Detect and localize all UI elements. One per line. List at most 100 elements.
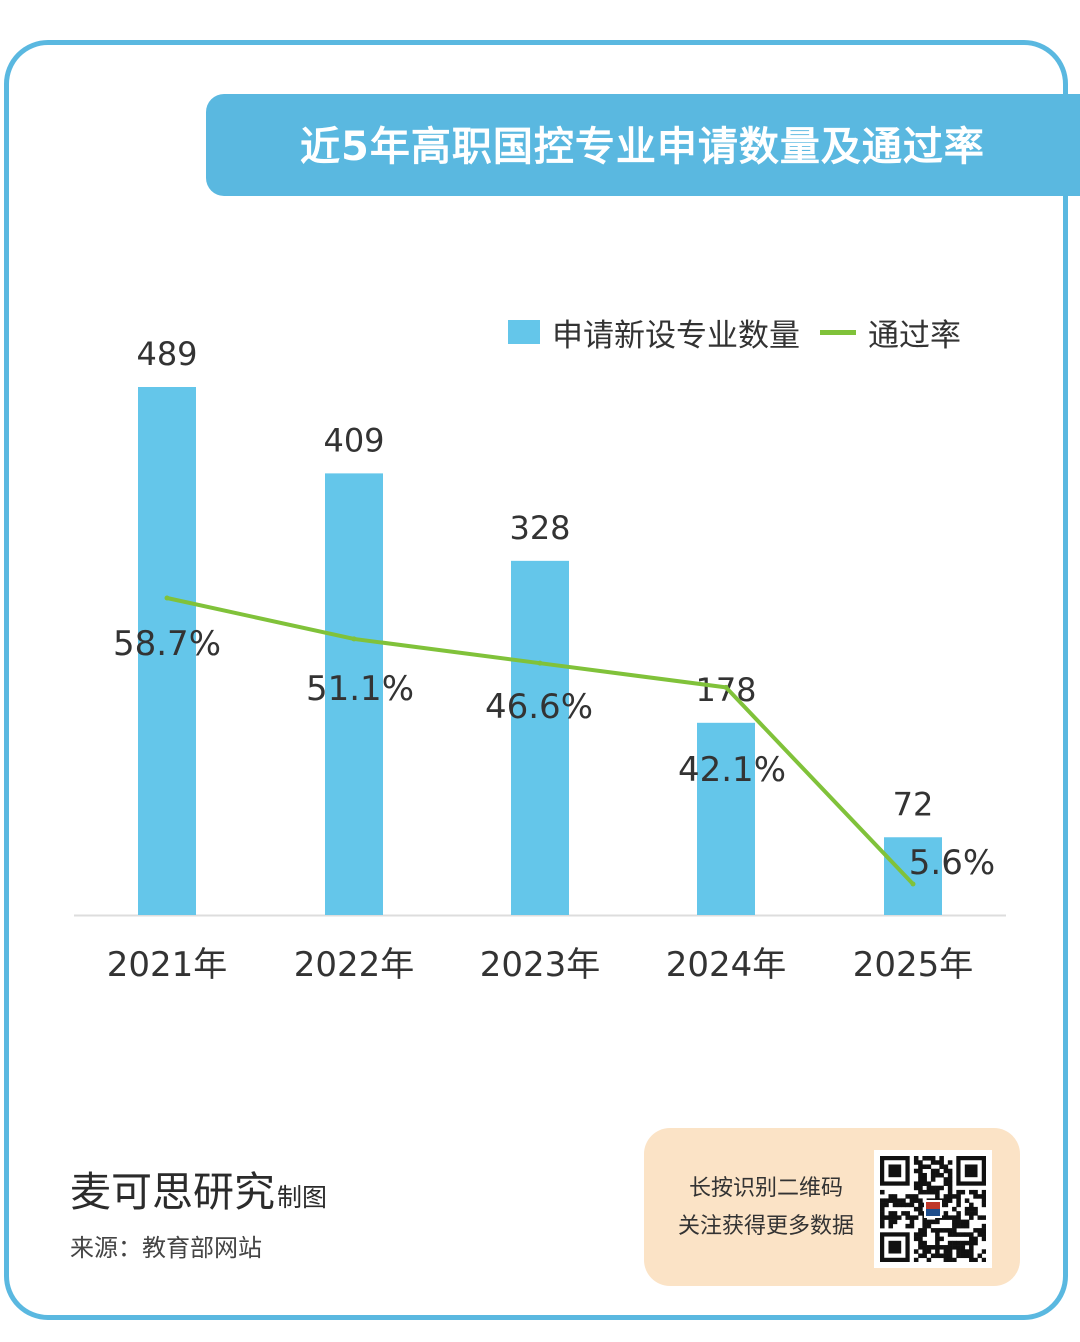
brand-suffix: 制图: [277, 1183, 328, 1212]
qr-module: [935, 1228, 940, 1233]
qr-module: [926, 1164, 932, 1170]
qr-module: [969, 1202, 974, 1208]
qr-module: [969, 1211, 974, 1216]
legend-bar-label: 申请新设专业数量: [552, 317, 800, 354]
qr-module: [981, 1202, 987, 1208]
qr-module: [884, 1198, 889, 1203]
qr-module: [981, 1228, 987, 1233]
qr-module: [922, 1249, 927, 1254]
qr-module: [947, 1185, 953, 1191]
qr-module: [952, 1245, 957, 1250]
qr-module: [918, 1160, 923, 1165]
qr-module: [880, 1189, 885, 1195]
qr-code-icon[interactable]: [874, 1150, 992, 1268]
qr-module: [947, 1181, 953, 1186]
qr-module: [943, 1198, 949, 1203]
qr-module: [939, 1160, 944, 1165]
qr-module: [969, 1240, 974, 1246]
qr-module: [935, 1168, 940, 1174]
qr-module: [981, 1223, 987, 1229]
qr-module: [918, 1245, 923, 1250]
qr-module: [947, 1228, 953, 1233]
qr-module: [922, 1156, 927, 1161]
x-tick-label: 2024年: [666, 945, 787, 985]
qr-module: [918, 1240, 923, 1246]
qr-module: [909, 1202, 915, 1208]
qr-module: [943, 1202, 949, 1208]
bar-value-label: 409: [323, 421, 384, 459]
qr-module: [922, 1177, 927, 1182]
qr-module: [880, 1198, 885, 1203]
qr-module: [969, 1215, 974, 1220]
qr-module: [930, 1185, 936, 1191]
qr-module: [943, 1211, 949, 1216]
qr-module: [947, 1172, 953, 1178]
qr-module: [943, 1194, 949, 1199]
line-point: [723, 684, 729, 690]
qr-module: [884, 1202, 889, 1208]
qr-module: [981, 1236, 987, 1242]
qr-module: [896, 1202, 902, 1208]
qr-module: [888, 1194, 894, 1199]
qr-module: [918, 1228, 923, 1233]
qr-module: [909, 1219, 915, 1225]
qr-module: [888, 1215, 894, 1220]
qr-module: [977, 1228, 983, 1233]
qr-module: [973, 1257, 978, 1263]
qr-module: [943, 1177, 949, 1182]
line-point: [351, 636, 357, 642]
qr-code-graphic: [880, 1156, 987, 1263]
qr-line-1: 长按识别二维码: [688, 1176, 843, 1201]
qr-module: [939, 1253, 944, 1259]
qr-module: [909, 1215, 915, 1220]
qr-module: [913, 1236, 919, 1242]
qr-module: [947, 1215, 953, 1220]
qr-module: [952, 1215, 957, 1220]
qr-module: [892, 1215, 898, 1220]
qr-module: [939, 1172, 944, 1178]
qr-module: [943, 1253, 949, 1259]
qr-module: [913, 1215, 919, 1220]
qr-module: [926, 1223, 932, 1229]
qr-module: [973, 1236, 978, 1242]
qr-module: [969, 1236, 974, 1242]
qr-module: [969, 1232, 974, 1237]
qr-module: [935, 1253, 940, 1259]
qr-module: [935, 1185, 940, 1191]
qr-module: [922, 1164, 927, 1170]
bar-2025年: [884, 837, 942, 915]
line-value-label: 42.1%: [678, 750, 786, 790]
bar-value-label: 489: [136, 335, 197, 373]
qr-module: [905, 1211, 910, 1216]
legend: 申请新设专业数量 通过率: [508, 308, 961, 356]
qr-module: [930, 1156, 936, 1161]
qr-module: [981, 1249, 987, 1254]
qr-module: [930, 1245, 936, 1250]
qr-module: [943, 1181, 949, 1186]
qr-module: [930, 1160, 936, 1165]
qr-module: [896, 1198, 902, 1203]
qr-module: [888, 1223, 894, 1229]
qr-module: [888, 1219, 894, 1225]
qr-module: [913, 1257, 919, 1263]
x-tick-label: 2022年: [294, 945, 415, 985]
qr-module: [964, 1206, 970, 1212]
qr-module: [935, 1236, 940, 1242]
qr-module: [960, 1253, 966, 1259]
qr-module: [939, 1228, 944, 1233]
qr-module: [943, 1168, 949, 1174]
legend-line-label: 通过率: [868, 317, 961, 354]
qr-module: [969, 1206, 974, 1212]
qr-module: [930, 1253, 936, 1259]
brand-name: 麦可思研究: [70, 1168, 275, 1216]
bar-2023年: [511, 560, 569, 915]
qr-module: [918, 1253, 923, 1259]
qr-module: [880, 1206, 885, 1212]
qr-module: [960, 1232, 966, 1237]
qr-card[interactable]: 长按识别二维码 关注获得更多数据: [644, 1128, 1020, 1286]
qr-module: [981, 1257, 987, 1263]
qr-module: [935, 1245, 940, 1250]
qr-module: [922, 1219, 927, 1225]
line-value-label: 51.1%: [306, 669, 414, 709]
qr-module: [977, 1215, 983, 1220]
